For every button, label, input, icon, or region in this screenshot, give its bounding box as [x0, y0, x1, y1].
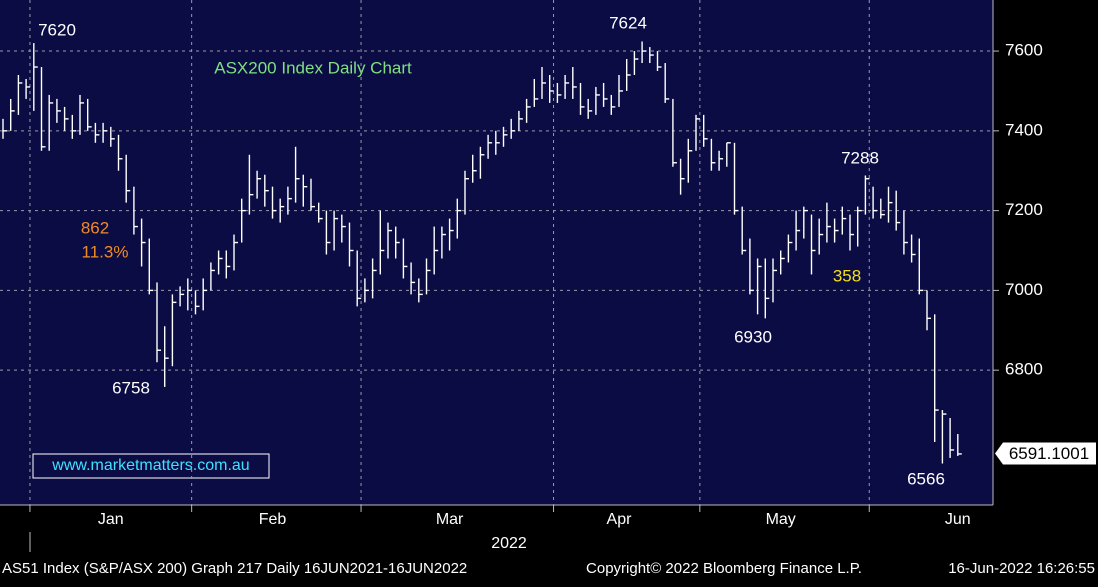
watermark: www.marketmatters.com.au — [51, 457, 249, 474]
x-tick-label: Apr — [607, 511, 633, 528]
annotation: 7288 — [841, 148, 879, 167]
x-tick-label: May — [766, 511, 796, 528]
x-tick-label: Jun — [945, 511, 971, 528]
y-tick-label: 7000 — [1005, 280, 1043, 299]
footer-right: 16-Jun-2022 16:26:55 — [948, 560, 1095, 577]
y-tick-label: 7200 — [1005, 200, 1043, 219]
plot-area — [0, 0, 993, 505]
x-tick-label: Feb — [259, 511, 287, 528]
annotation: 7620 — [38, 20, 76, 39]
footer-center: Copyright© 2022 Bloomberg Finance L.P. — [586, 560, 862, 577]
chart-title: ASX200 Index Daily Chart — [214, 58, 412, 77]
y-tick-label: 6800 — [1005, 360, 1043, 379]
last-price-label: 6591.1001 — [1009, 444, 1089, 463]
annotation: 6566 — [907, 469, 945, 488]
y-tick-label: 7400 — [1005, 120, 1043, 139]
x-tick-label: Jan — [98, 511, 124, 528]
annotation: 7624 — [609, 13, 647, 32]
footer-left: AS51 Index (S&P/ASX 200) Graph 217 Daily… — [2, 560, 467, 577]
annotation: 862 — [81, 218, 109, 237]
annotation: 6758 — [112, 378, 150, 397]
x-axis-label: 2022 — [491, 535, 527, 552]
annotation: 11.3% — [82, 242, 129, 261]
annotation: 358 — [833, 266, 861, 285]
x-tick-label: Mar — [436, 511, 464, 528]
watermark-box — [32, 453, 270, 479]
last-price-flag — [995, 442, 1096, 465]
annotation: 6930 — [734, 327, 772, 346]
y-tick-label: 7600 — [1005, 41, 1043, 60]
